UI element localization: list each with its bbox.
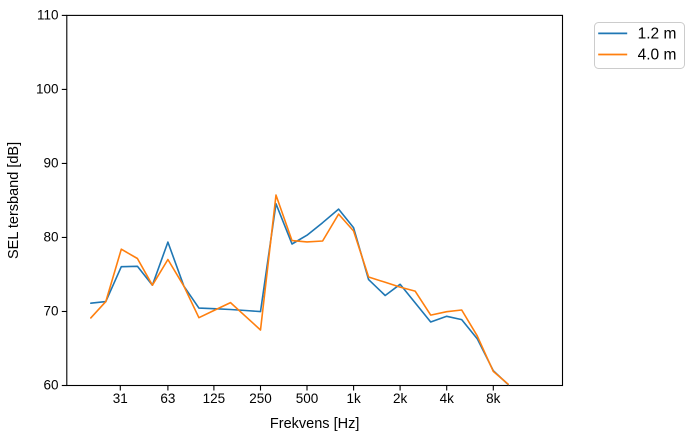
svg-text:100: 100 (36, 82, 59, 97)
svg-text:125: 125 (203, 391, 226, 406)
svg-text:1.2 m: 1.2 m (638, 25, 677, 42)
svg-text:4.0 m: 4.0 m (638, 47, 677, 64)
svg-text:60: 60 (43, 378, 58, 393)
svg-text:90: 90 (43, 156, 58, 171)
svg-text:250: 250 (249, 391, 272, 406)
svg-text:63: 63 (160, 391, 175, 406)
svg-text:2k: 2k (393, 391, 408, 406)
svg-text:80: 80 (43, 230, 58, 245)
svg-text:70: 70 (43, 304, 58, 319)
svg-text:1k: 1k (346, 391, 361, 406)
svg-text:31: 31 (113, 391, 128, 406)
svg-text:8k: 8k (486, 391, 501, 406)
svg-text:500: 500 (296, 391, 319, 406)
svg-text:SEL tersband [dB]: SEL tersband [dB] (6, 142, 22, 259)
svg-text:Frekvens [Hz]: Frekvens [Hz] (270, 416, 359, 432)
svg-text:110: 110 (37, 8, 59, 23)
svg-text:4k: 4k (440, 391, 455, 406)
